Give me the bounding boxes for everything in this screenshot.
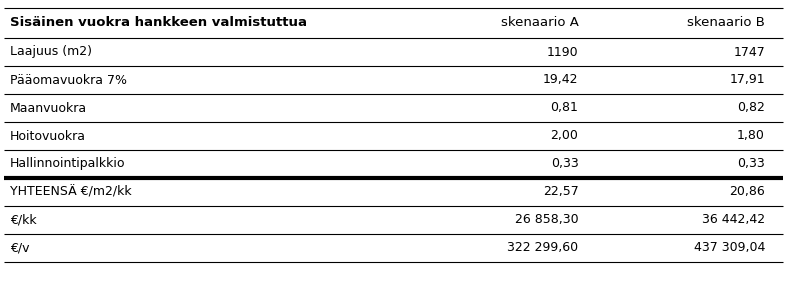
Text: 1747: 1747 (733, 46, 765, 59)
Text: Hoitovuokra: Hoitovuokra (10, 130, 86, 142)
Text: 1190: 1190 (547, 46, 578, 59)
Text: 437 309,04: 437 309,04 (693, 242, 765, 255)
Text: 26 858,30: 26 858,30 (515, 213, 578, 226)
Text: 322 299,60: 322 299,60 (508, 242, 578, 255)
Text: YHTEENSÄ €/m2/kk: YHTEENSÄ €/m2/kk (10, 186, 131, 198)
Text: 19,42: 19,42 (543, 73, 578, 86)
Text: Laajuus (m2): Laajuus (m2) (10, 46, 92, 59)
Text: €/kk: €/kk (10, 213, 37, 226)
Text: 0,82: 0,82 (737, 102, 765, 115)
Text: 20,86: 20,86 (730, 186, 765, 198)
Text: 22,57: 22,57 (543, 186, 578, 198)
Text: skenaario A: skenaario A (501, 17, 578, 30)
Text: 1,80: 1,80 (737, 130, 765, 142)
Text: 0,81: 0,81 (551, 102, 578, 115)
Text: Maanvuokra: Maanvuokra (10, 102, 87, 115)
Text: 17,91: 17,91 (730, 73, 765, 86)
Text: Hallinnointipalkkio: Hallinnointipalkkio (10, 157, 125, 171)
Text: €/v: €/v (10, 242, 29, 255)
Text: 0,33: 0,33 (551, 157, 578, 171)
Text: Pääomavuokra 7%: Pääomavuokra 7% (10, 73, 127, 86)
Text: 36 442,42: 36 442,42 (702, 213, 765, 226)
Text: Sisäinen vuokra hankkeen valmistuttua: Sisäinen vuokra hankkeen valmistuttua (10, 17, 307, 30)
Text: 2,00: 2,00 (551, 130, 578, 142)
Text: 0,33: 0,33 (737, 157, 765, 171)
Text: skenaario B: skenaario B (687, 17, 765, 30)
